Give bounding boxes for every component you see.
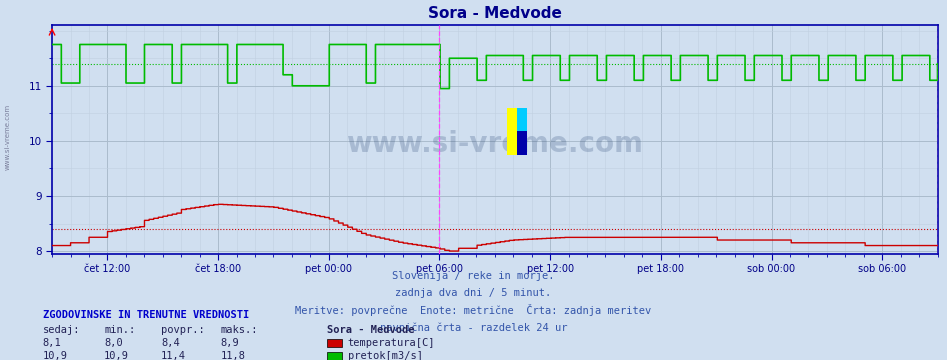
Text: 8,0: 8,0	[104, 338, 123, 348]
Text: 10,9: 10,9	[43, 351, 67, 360]
Title: Sora - Medvode: Sora - Medvode	[428, 6, 562, 21]
Text: navpična črta - razdelek 24 ur: navpična črta - razdelek 24 ur	[380, 322, 567, 333]
Text: Meritve: povprečne  Enote: metrične  Črta: zadnja meritev: Meritve: povprečne Enote: metrične Črta:…	[295, 303, 652, 316]
Text: 8,9: 8,9	[221, 338, 240, 348]
Text: 8,1: 8,1	[43, 338, 62, 348]
Text: 8,4: 8,4	[161, 338, 180, 348]
Text: pretok[m3/s]: pretok[m3/s]	[348, 351, 422, 360]
Text: Sora - Medvode: Sora - Medvode	[327, 325, 414, 335]
Text: 11,8: 11,8	[221, 351, 245, 360]
Text: povpr.:: povpr.:	[161, 325, 205, 335]
Text: zadnja dva dni / 5 minut.: zadnja dva dni / 5 minut.	[396, 288, 551, 298]
Text: www.si-vreme.com: www.si-vreme.com	[5, 104, 10, 170]
Text: 11,4: 11,4	[161, 351, 186, 360]
Text: maks.:: maks.:	[221, 325, 259, 335]
Text: www.si-vreme.com: www.si-vreme.com	[347, 130, 643, 158]
Text: Slovenija / reke in morje.: Slovenija / reke in morje.	[392, 271, 555, 281]
Text: sedaj:: sedaj:	[43, 325, 80, 335]
Text: min.:: min.:	[104, 325, 135, 335]
Text: 10,9: 10,9	[104, 351, 129, 360]
Text: temperatura[C]: temperatura[C]	[348, 338, 435, 348]
Text: ZGODOVINSKE IN TRENUTNE VREDNOSTI: ZGODOVINSKE IN TRENUTNE VREDNOSTI	[43, 310, 249, 320]
